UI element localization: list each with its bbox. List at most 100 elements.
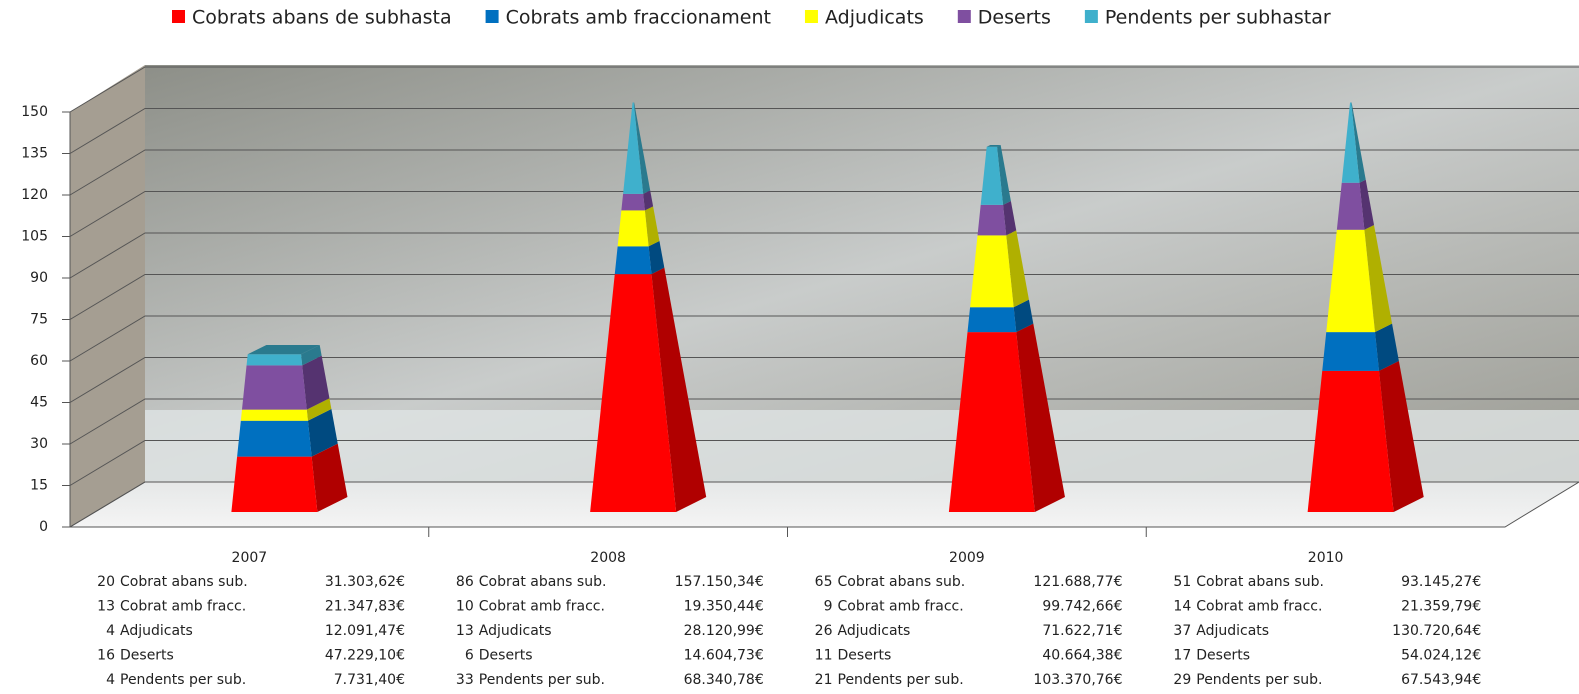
legend-label: Deserts [978,7,1051,29]
grid-line [69,357,1579,403]
grid-line [69,398,1579,445]
y-tick-label: 15 [30,478,48,494]
pyramid-segment [617,210,649,247]
pyramid-segment [1322,332,1380,371]
pyramid-segment [977,204,1007,236]
x-tick-label: 2009 [949,550,985,566]
y-tick-label: 90 [30,270,48,286]
detail-amount: 71.622,71€ [1042,623,1122,639]
grid-line [69,191,1579,237]
pyramid-segment [980,146,1004,205]
wall-glow [145,410,1579,482]
detail-label: Deserts [120,648,174,664]
legend-label: Cobrats amb fraccionament [506,7,771,29]
detail-label: Cobrat amb fracc. [1196,599,1322,615]
detail-count: 65 [815,574,833,590]
detail-label: Deserts [479,648,533,664]
legend-swatch [1084,10,1098,23]
pyramid-side [1003,200,1017,236]
grid-line [69,440,1579,486]
pyramid-side [644,206,660,247]
pyramid-side [301,344,322,366]
detail-amount: 31.303,62€ [325,574,405,590]
detail-amount: 47.229,10€ [325,648,405,664]
pyramid-side [311,443,348,512]
pyramid-segment [1341,102,1360,183]
detail-count: 33 [456,672,474,688]
pyramid-side [306,398,332,421]
detail-amount: 54.024,12€ [1401,648,1481,664]
detail-amount: 7.731,40€ [334,672,405,688]
detail-amount: 40.664,38€ [1042,648,1122,664]
pyramid-top [247,344,320,355]
pyramid-segment [614,246,652,275]
detail-count: 37 [1173,623,1191,639]
detail-label: Adjudicats [120,623,193,639]
legend-swatch [957,10,971,23]
pyramid-segment [231,456,318,512]
pyramid-segment [1336,182,1365,230]
x-tick-label: 2010 [1308,550,1344,566]
detail-amount: 12.091,47€ [325,623,405,639]
grid-line [69,232,1579,279]
pyramid-segment [246,354,303,366]
detail-count: 9 [824,599,833,615]
y-tick-label: 30 [30,436,48,452]
detail-amount: 21.359,79€ [1401,599,1481,615]
pyramid-side [648,240,665,275]
pyramid-segment [240,409,308,421]
detail-amount: 28.120,99€ [684,623,764,639]
detail-label: Pendents per sub. [479,672,605,688]
detail-amount: 103.370,76€ [1033,672,1122,688]
pyramid-segment [1307,370,1394,512]
pyramid-side [997,144,1011,205]
detail-amount: 130.720,64€ [1392,623,1481,639]
detail-amount: 93.145,27€ [1401,574,1481,590]
detail-label: Cobrat abans sub. [1196,574,1324,590]
detail-count: 13 [97,599,115,615]
pyramid-segment [970,235,1014,308]
pyramid-segment [967,307,1017,333]
detail-amount: 68.340,78€ [684,672,764,688]
detail-label: Pendents per sub. [1196,672,1322,688]
detail-count: 13 [456,623,474,639]
legend-swatch [804,10,818,23]
detail-count: 16 [97,648,115,664]
legend-label: Pendents per subhastar [1105,7,1331,29]
detail-amount: 67.543,94€ [1401,672,1481,688]
detail-count: 26 [815,623,833,639]
pyramid-segment [623,102,644,194]
pyramid-segment [948,332,1035,512]
pyramid-side [651,267,707,512]
detail-label: Cobrat amb fracc. [838,599,964,615]
pyramid-side [1351,102,1366,183]
legend-swatch [485,10,499,23]
detail-amount: 121.688,77€ [1033,574,1122,590]
pyramid-side [1364,224,1393,333]
detail-count: 4 [106,672,115,688]
pyramid-top [986,144,1001,147]
detail-amount: 19.350,44€ [684,599,764,615]
legend-label: Cobrats abans de subhasta [192,7,452,29]
detail-label: Cobrat abans sub. [479,574,607,590]
y-tick-label: 105 [21,229,48,245]
detail-label: Cobrat abans sub. [120,574,248,590]
detail-count: 20 [97,574,115,590]
detail-amount: 21.347,83€ [325,599,405,615]
detail-count: 10 [456,599,474,615]
x-tick-label: 2008 [590,550,626,566]
detail-label: Cobrat abans sub. [838,574,966,590]
pyramid-side [302,355,330,410]
pyramid-side [1359,179,1375,230]
pyramid-side [1013,299,1034,333]
back-wall [145,65,1579,482]
y-tick-label: 0 [39,519,48,535]
detail-label: Pendents per sub. [838,672,964,688]
pyramid-side [1016,323,1065,512]
detail-label: Adjudicats [479,623,552,639]
detail-label: Cobrat amb fracc. [479,599,605,615]
grid-line [69,481,1579,528]
pyramid-side [1379,360,1424,512]
grid-line [69,108,1579,154]
